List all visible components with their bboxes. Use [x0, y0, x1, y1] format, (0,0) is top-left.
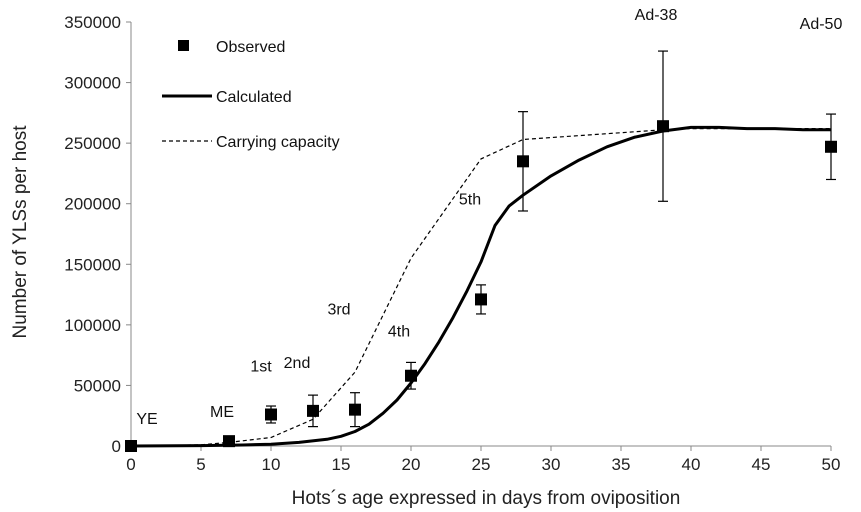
annotation-layer: YE ME 1st 2nd 3rd 4th 5th Ad-28 Ad-38 Ad-50	[136, 0, 842, 428]
observed-point	[825, 140, 837, 153]
legend-observed-marker	[178, 40, 189, 51]
legend-calculated-label: Calculated	[216, 89, 292, 106]
y-tick-label: 250000	[64, 134, 121, 153]
legend: Observed Calculated Carrying capacity	[162, 39, 340, 151]
y-tick-label: 150000	[64, 255, 121, 274]
stage-label: Ad-50	[800, 16, 843, 33]
x-tick-label: 30	[542, 455, 561, 474]
observed-point	[657, 120, 669, 133]
x-tick-label: 20	[402, 455, 421, 474]
y-tick-label: 0	[112, 437, 121, 456]
observed-point	[517, 155, 529, 168]
stage-label: YE	[136, 411, 157, 428]
observed-point	[223, 435, 235, 448]
calculated-line	[130, 125, 831, 448]
x-tick-label: 15	[332, 455, 351, 474]
y-axis-title: Number of YLSs per host	[10, 125, 31, 339]
axes: 0 5 10 15 20 25 30 35 40 45 50 0 50000 100000 150000 20…	[64, 13, 840, 474]
x-tick-label: 0	[126, 455, 135, 474]
y-tick-label: 50000	[74, 376, 121, 395]
y-tick-label: 350000	[64, 13, 121, 32]
y-tick-label: 100000	[64, 316, 121, 335]
x-tick-label: 40	[682, 455, 701, 474]
stage-label: ME	[210, 404, 234, 421]
stage-label: 4th	[388, 324, 410, 341]
observed-point	[307, 404, 319, 417]
stage-label: 3rd	[327, 302, 350, 319]
observed-point	[125, 440, 137, 452]
observed-point	[405, 369, 417, 382]
x-tick-label: 45	[752, 455, 771, 474]
series-layer	[125, 50, 837, 452]
legend-carrying-capacity-label: Carrying capacity	[216, 134, 340, 151]
x-axis-title: Hots´s age expressed in days from ovipos…	[292, 488, 681, 509]
x-tick-label: 10	[262, 455, 281, 474]
x-tick-label: 25	[472, 455, 491, 474]
stage-label: 2nd	[284, 355, 311, 372]
observed-point	[265, 408, 277, 421]
stage-label: 1st	[250, 359, 272, 376]
stage-label: 5th	[459, 191, 481, 208]
stage-label: Ad-38	[635, 7, 678, 24]
observed-point	[475, 293, 487, 306]
legend-observed-label: Observed	[216, 39, 285, 56]
observed-point	[349, 403, 361, 416]
y-tick-label: 200000	[64, 195, 121, 214]
stage-label: Ad-28	[488, 0, 531, 2]
x-tick-label: 50	[822, 455, 841, 474]
y-tick-label: 300000	[64, 74, 121, 93]
x-tick-label: 5	[196, 455, 205, 474]
x-tick-label: 35	[612, 455, 631, 474]
